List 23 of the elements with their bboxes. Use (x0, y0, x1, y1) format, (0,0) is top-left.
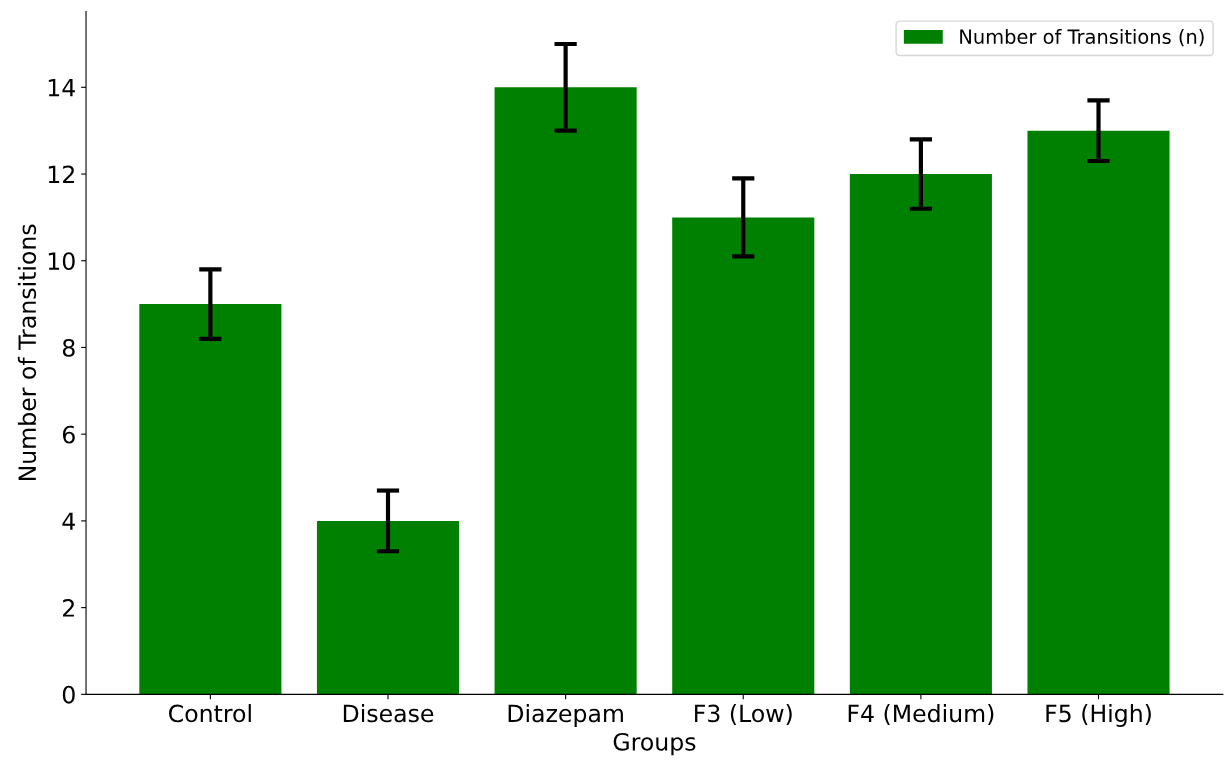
x-tick-label: Diazepam (508, 704, 623, 727)
x-tick-label: Disease (343, 704, 434, 723)
bar (494, 87, 637, 695)
x-tick-label: F3 (Low) (695, 704, 792, 726)
x-axis-title: Groups (613, 732, 696, 756)
x-tick-label: Control (169, 704, 251, 723)
bar (316, 520, 460, 695)
y-tick-label: 6 (62, 425, 75, 444)
y-tick-label: 12 (48, 165, 74, 184)
y-axis-title: Number of Transitions (17, 224, 37, 481)
y-tick-label: 14 (48, 79, 75, 97)
x-tick-label: F5 (High) (1046, 704, 1151, 727)
bar (672, 217, 815, 695)
bar (139, 304, 282, 695)
bar (1027, 130, 1170, 695)
y-tick-label: 8 (62, 338, 75, 357)
y-tick-label: 10 (48, 252, 75, 271)
y-tick-label: 4 (62, 512, 75, 530)
y-tick-label: 2 (63, 599, 74, 617)
legend-label: Number of Transitions (n) (960, 28, 1204, 47)
bar (849, 174, 992, 695)
x-tick-label: F4 (Medium) (848, 704, 994, 726)
y-tick-label: 0 (62, 685, 75, 704)
